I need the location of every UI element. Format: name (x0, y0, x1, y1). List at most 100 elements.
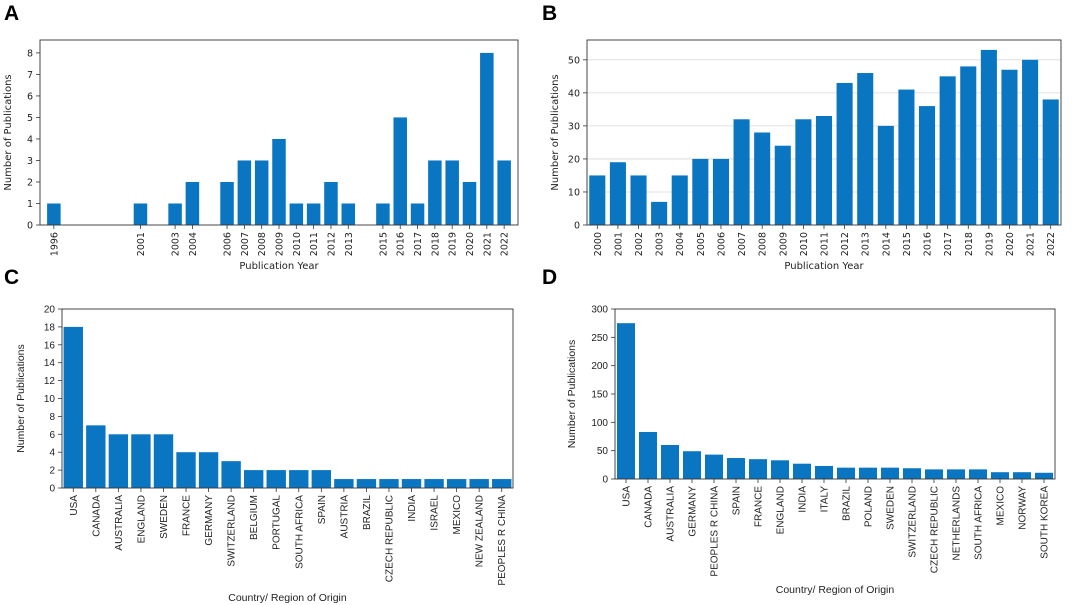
x-tick-label: SOUTH AFRICA (974, 486, 985, 560)
x-tick-label: MEXICO (996, 486, 1007, 526)
x-tick-label: 2022 (1046, 232, 1057, 256)
x-tick-label: 2019 (984, 232, 995, 256)
x-tick-label: NEW ZEALAND (475, 495, 486, 567)
x-tick-label: 2004 (188, 232, 199, 256)
bar-2017 (410, 203, 425, 225)
x-tick-label: PORTUGAL (272, 495, 283, 550)
bar-1996 (47, 203, 61, 225)
y-tick-label: 14 (44, 358, 56, 369)
bar-2019 (980, 49, 997, 226)
x-tick-label: BELGIUM (249, 495, 260, 540)
x-tick-label: 2011 (309, 232, 320, 256)
bar-brazil (836, 467, 856, 479)
bar-sweden (153, 434, 174, 488)
x-tick-label: 2013 (344, 232, 355, 256)
x-tick-label: 2011 (820, 232, 831, 256)
x-tick-label: AUSTRIA (339, 495, 350, 539)
x-tick-label: PEOPLES R CHINA (710, 486, 721, 577)
plot-frame (61, 308, 514, 489)
chart-panel-d: 0 50 100 150 200 250 300 USA CANADA AUSTRALIA GERM… (566, 305, 1056, 596)
y-tick-label: 2 (49, 466, 55, 477)
bar-2018 (428, 160, 442, 225)
x-tick-label: AUSTRALIA (666, 486, 677, 542)
bar-czech-republic (379, 479, 399, 488)
bar-2011 (306, 203, 321, 225)
bar-peoples-r-china (704, 454, 724, 479)
x-tick-label: 2005 (696, 232, 707, 256)
y-tick-label: 0 (49, 484, 55, 495)
y-tick-label: 6 (49, 430, 55, 441)
y-tick-label: 6 (27, 91, 33, 102)
bar-italy (814, 465, 834, 479)
x-tick-label: FRANCE (754, 486, 765, 527)
chart-panel-b: 0 10 20 30 40 50 2000 2001 2002 2003 2004 2005 2006 2… (550, 39, 1062, 272)
bar-2021 (480, 52, 494, 225)
y-tick-label: 20 (44, 305, 56, 316)
x-tick-label: SWITZERLAND (908, 486, 919, 558)
x-tick-label: 2014 (881, 232, 892, 256)
x-tick-label: 2009 (778, 232, 789, 256)
bar-2000 (589, 175, 606, 225)
x-tick-label: GERMANY (688, 486, 699, 537)
bar-south-africa (289, 470, 309, 488)
bar-germany (682, 451, 702, 479)
x-tick-label: 2022 (500, 232, 511, 256)
x-tick-label: 2006 (223, 232, 234, 256)
x-axis-title: Country/ Region of Origin (228, 592, 347, 604)
bar-2008 (254, 160, 269, 225)
x-tick-label: ISRAEL (430, 495, 441, 531)
bar-switzerland (221, 461, 241, 488)
x-tick-label: BRAZIL (362, 495, 373, 530)
x-axis-title: Publication Year (784, 261, 864, 272)
bar-germany (198, 452, 219, 488)
x-tick-label: 2010 (799, 232, 810, 256)
bar-canada (86, 425, 106, 488)
bar-netherlands (946, 469, 966, 479)
y-tick-label: 250 (591, 333, 608, 344)
x-tick-label: 2001 (613, 232, 624, 256)
y-tick-label: 10 (44, 394, 56, 405)
bar-2009 (272, 138, 286, 225)
x-tick-label: 2007 (737, 232, 748, 256)
y-tick-label: 40 (568, 88, 580, 99)
y-tick-label: 200 (591, 361, 608, 372)
y-tick-label: 300 (591, 305, 608, 316)
y-tick-label: 8 (27, 48, 33, 59)
panel-label-b: B (542, 2, 558, 25)
x-tick-label: 1996 (49, 232, 60, 256)
x-tick-label: INDIA (798, 486, 809, 513)
bar-2003 (651, 201, 668, 225)
x-tick-label: SWEDEN (886, 486, 897, 530)
bar-new-zealand (469, 479, 489, 488)
bar-2015 (376, 203, 390, 225)
bar-switzerland (902, 468, 922, 479)
x-tick-label: BRAZIL (842, 486, 853, 521)
y-tick-label: 50 (568, 55, 580, 66)
y-tick-label: 5 (27, 113, 33, 124)
bar-2019 (445, 160, 459, 225)
x-tick-label: 2017 (943, 232, 954, 256)
bar-czech-republic (924, 469, 944, 479)
y-axis-title: Number of Publications (3, 74, 14, 190)
bar-south-africa (968, 469, 988, 479)
x-tick-label: FRANCE (182, 495, 193, 536)
bar-2002 (630, 175, 647, 225)
x-tick-label: MEXICO (452, 495, 463, 535)
bar-usa (616, 323, 636, 479)
bar-2007 (733, 119, 750, 225)
y-tick-label: 7 (27, 70, 33, 81)
bar-brazil (356, 479, 377, 488)
x-tick-label: CANADA (644, 486, 655, 528)
bar-2005 (692, 158, 709, 225)
x-tick-label: ENGLAND (136, 495, 147, 543)
x-tick-label: ENGLAND (776, 486, 787, 534)
bar-2008 (754, 132, 771, 225)
x-tick-label: 2020 (465, 232, 476, 256)
y-tick-label: 12 (44, 376, 56, 387)
bar-2018 (960, 66, 977, 225)
x-tick-label: SWEDEN (159, 495, 170, 539)
x-tick-label: 2019 (448, 232, 459, 256)
x-tick-label: 2015 (378, 232, 389, 256)
x-tick-label: 2016 (923, 232, 934, 256)
x-axis-title: Country/ Region of Origin (776, 584, 895, 596)
